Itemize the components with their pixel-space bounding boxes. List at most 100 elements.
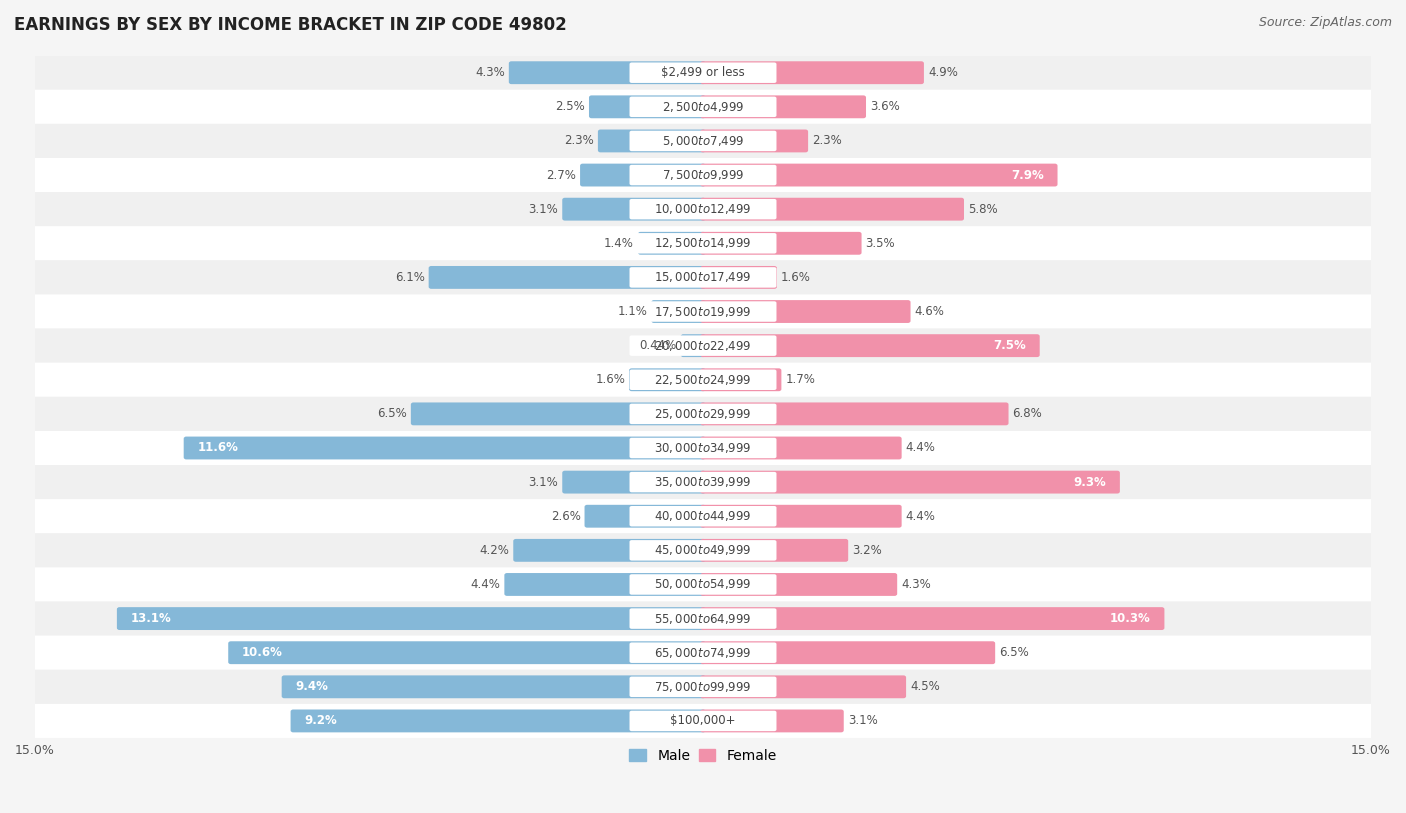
FancyBboxPatch shape — [291, 710, 706, 733]
FancyBboxPatch shape — [35, 397, 1371, 431]
FancyBboxPatch shape — [35, 363, 1371, 397]
FancyBboxPatch shape — [700, 368, 782, 391]
Text: 5.8%: 5.8% — [967, 202, 998, 215]
FancyBboxPatch shape — [700, 710, 844, 733]
FancyBboxPatch shape — [700, 129, 808, 152]
FancyBboxPatch shape — [35, 192, 1371, 226]
FancyBboxPatch shape — [700, 232, 862, 254]
FancyBboxPatch shape — [35, 328, 1371, 363]
FancyBboxPatch shape — [598, 129, 706, 152]
Text: 11.6%: 11.6% — [197, 441, 239, 454]
Text: 7.9%: 7.9% — [1011, 168, 1043, 181]
Text: 3.2%: 3.2% — [852, 544, 882, 557]
FancyBboxPatch shape — [429, 266, 706, 289]
FancyBboxPatch shape — [700, 573, 897, 596]
FancyBboxPatch shape — [630, 302, 776, 322]
Text: 3.5%: 3.5% — [866, 237, 896, 250]
FancyBboxPatch shape — [630, 676, 776, 697]
FancyBboxPatch shape — [681, 334, 706, 357]
Text: 1.6%: 1.6% — [595, 373, 626, 386]
FancyBboxPatch shape — [630, 199, 776, 220]
FancyBboxPatch shape — [505, 573, 706, 596]
FancyBboxPatch shape — [700, 437, 901, 459]
FancyBboxPatch shape — [509, 61, 706, 84]
FancyBboxPatch shape — [35, 704, 1371, 738]
Text: 3.1%: 3.1% — [848, 715, 877, 728]
Text: 10.3%: 10.3% — [1109, 612, 1150, 625]
Text: 4.4%: 4.4% — [905, 510, 935, 523]
FancyBboxPatch shape — [35, 226, 1371, 260]
FancyBboxPatch shape — [35, 636, 1371, 670]
Text: $30,000 to $34,999: $30,000 to $34,999 — [654, 441, 752, 455]
Text: $2,499 or less: $2,499 or less — [661, 66, 745, 79]
Text: 2.3%: 2.3% — [813, 134, 842, 147]
FancyBboxPatch shape — [700, 676, 905, 698]
Text: $7,500 to $9,999: $7,500 to $9,999 — [662, 168, 744, 182]
Text: 4.3%: 4.3% — [475, 66, 505, 79]
FancyBboxPatch shape — [630, 233, 776, 254]
Text: 6.8%: 6.8% — [1012, 407, 1042, 420]
FancyBboxPatch shape — [630, 370, 776, 390]
Text: 7.5%: 7.5% — [993, 339, 1026, 352]
FancyBboxPatch shape — [35, 465, 1371, 499]
Text: $100,000+: $100,000+ — [671, 715, 735, 728]
FancyBboxPatch shape — [562, 471, 706, 493]
Text: 9.2%: 9.2% — [304, 715, 337, 728]
FancyBboxPatch shape — [700, 61, 924, 84]
FancyBboxPatch shape — [630, 403, 776, 424]
Text: 4.4%: 4.4% — [905, 441, 935, 454]
FancyBboxPatch shape — [630, 540, 776, 561]
Text: $25,000 to $29,999: $25,000 to $29,999 — [654, 406, 752, 421]
FancyBboxPatch shape — [630, 574, 776, 594]
Text: 0.44%: 0.44% — [640, 339, 676, 352]
FancyBboxPatch shape — [35, 294, 1371, 328]
Text: 9.3%: 9.3% — [1073, 476, 1107, 489]
Text: 2.3%: 2.3% — [564, 134, 593, 147]
FancyBboxPatch shape — [630, 336, 776, 356]
FancyBboxPatch shape — [700, 95, 866, 118]
Text: $65,000 to $74,999: $65,000 to $74,999 — [654, 646, 752, 659]
FancyBboxPatch shape — [117, 607, 706, 630]
Text: 4.3%: 4.3% — [901, 578, 931, 591]
Text: 1.4%: 1.4% — [605, 237, 634, 250]
FancyBboxPatch shape — [700, 266, 778, 289]
FancyBboxPatch shape — [630, 437, 776, 459]
Text: 1.1%: 1.1% — [617, 305, 647, 318]
FancyBboxPatch shape — [411, 402, 706, 425]
Text: EARNINGS BY SEX BY INCOME BRACKET IN ZIP CODE 49802: EARNINGS BY SEX BY INCOME BRACKET IN ZIP… — [14, 16, 567, 34]
FancyBboxPatch shape — [630, 711, 776, 731]
Text: 2.5%: 2.5% — [555, 100, 585, 113]
FancyBboxPatch shape — [700, 505, 901, 528]
FancyBboxPatch shape — [35, 670, 1371, 704]
Text: 3.1%: 3.1% — [529, 476, 558, 489]
Text: 6.1%: 6.1% — [395, 271, 425, 284]
Text: $22,500 to $24,999: $22,500 to $24,999 — [654, 373, 752, 387]
Text: $17,500 to $19,999: $17,500 to $19,999 — [654, 305, 752, 319]
Text: $20,000 to $22,499: $20,000 to $22,499 — [654, 339, 752, 353]
Text: 4.6%: 4.6% — [914, 305, 945, 318]
FancyBboxPatch shape — [630, 63, 776, 83]
FancyBboxPatch shape — [35, 567, 1371, 602]
FancyBboxPatch shape — [585, 505, 706, 528]
Text: 6.5%: 6.5% — [1000, 646, 1029, 659]
Text: 13.1%: 13.1% — [131, 612, 172, 625]
Text: $75,000 to $99,999: $75,000 to $99,999 — [654, 680, 752, 693]
FancyBboxPatch shape — [35, 499, 1371, 533]
Text: 3.6%: 3.6% — [870, 100, 900, 113]
FancyBboxPatch shape — [630, 131, 776, 151]
Text: $55,000 to $64,999: $55,000 to $64,999 — [654, 611, 752, 625]
FancyBboxPatch shape — [700, 539, 848, 562]
Text: 10.6%: 10.6% — [242, 646, 283, 659]
FancyBboxPatch shape — [630, 472, 776, 493]
FancyBboxPatch shape — [184, 437, 706, 459]
Text: 4.2%: 4.2% — [479, 544, 509, 557]
FancyBboxPatch shape — [35, 55, 1371, 89]
Text: 4.9%: 4.9% — [928, 66, 957, 79]
Text: $12,500 to $14,999: $12,500 to $14,999 — [654, 237, 752, 250]
FancyBboxPatch shape — [581, 163, 706, 186]
Text: $45,000 to $49,999: $45,000 to $49,999 — [654, 543, 752, 558]
FancyBboxPatch shape — [35, 89, 1371, 124]
FancyBboxPatch shape — [513, 539, 706, 562]
FancyBboxPatch shape — [35, 260, 1371, 294]
FancyBboxPatch shape — [281, 676, 706, 698]
